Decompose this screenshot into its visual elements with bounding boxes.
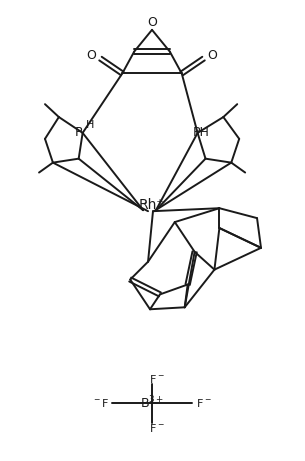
Text: $^-$F: $^-$F [92, 397, 109, 409]
Text: F$^-$: F$^-$ [149, 422, 165, 434]
Text: F$^-$: F$^-$ [149, 372, 165, 384]
Text: PH: PH [193, 126, 210, 139]
Text: B$^{3+}$: B$^{3+}$ [140, 395, 164, 412]
Text: O: O [207, 49, 217, 62]
Text: Rh⁺: Rh⁺ [138, 198, 164, 212]
Text: H: H [85, 120, 94, 130]
Text: O: O [87, 49, 96, 62]
Text: F$^-$: F$^-$ [196, 397, 211, 409]
Text: P: P [75, 126, 82, 139]
Text: O: O [147, 17, 157, 30]
